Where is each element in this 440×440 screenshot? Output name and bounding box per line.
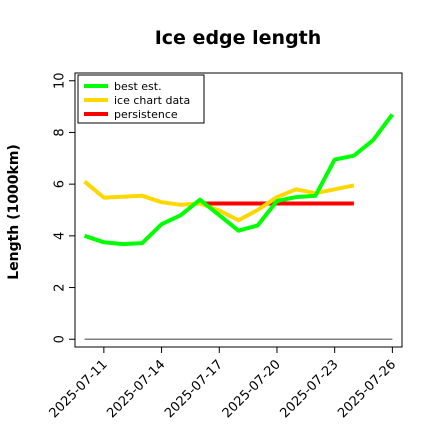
legend-label: ice chart data [114, 94, 190, 107]
y-tick-label: 10 [53, 72, 68, 89]
x-tick-label: 2025-07-23 [277, 357, 341, 421]
y-tick-label: 6 [53, 180, 68, 188]
y-tick-label: 4 [53, 232, 68, 240]
x-tick-label: 2025-07-20 [220, 357, 284, 421]
y-tick-label: 2 [53, 283, 68, 291]
chart-title: Ice edge length [155, 27, 322, 49]
x-tick-label: 2025-07-26 [335, 357, 399, 421]
x-axis-ticks: 2025-07-112025-07-142025-07-172025-07-20… [47, 347, 399, 421]
plot-frame [74, 72, 403, 348]
series-line-ice-chart-data [83, 180, 355, 223]
series-line-best-est- [83, 113, 395, 247]
x-tick-label: 2025-07-11 [47, 357, 111, 421]
y-axis-ticks: 0 2 4 6 8 10 [53, 72, 75, 343]
x-tick-label: 2025-07-14 [104, 357, 168, 421]
legend-label: persistence [114, 108, 178, 121]
y-tick-label: 0 [53, 335, 68, 343]
x-tick-label: 2025-07-17 [162, 357, 226, 421]
plot-series [83, 113, 395, 340]
legend-label: best est. [114, 80, 162, 93]
y-tick-label: 8 [53, 128, 68, 136]
y-axis-label: Length (1000km) [6, 144, 22, 280]
